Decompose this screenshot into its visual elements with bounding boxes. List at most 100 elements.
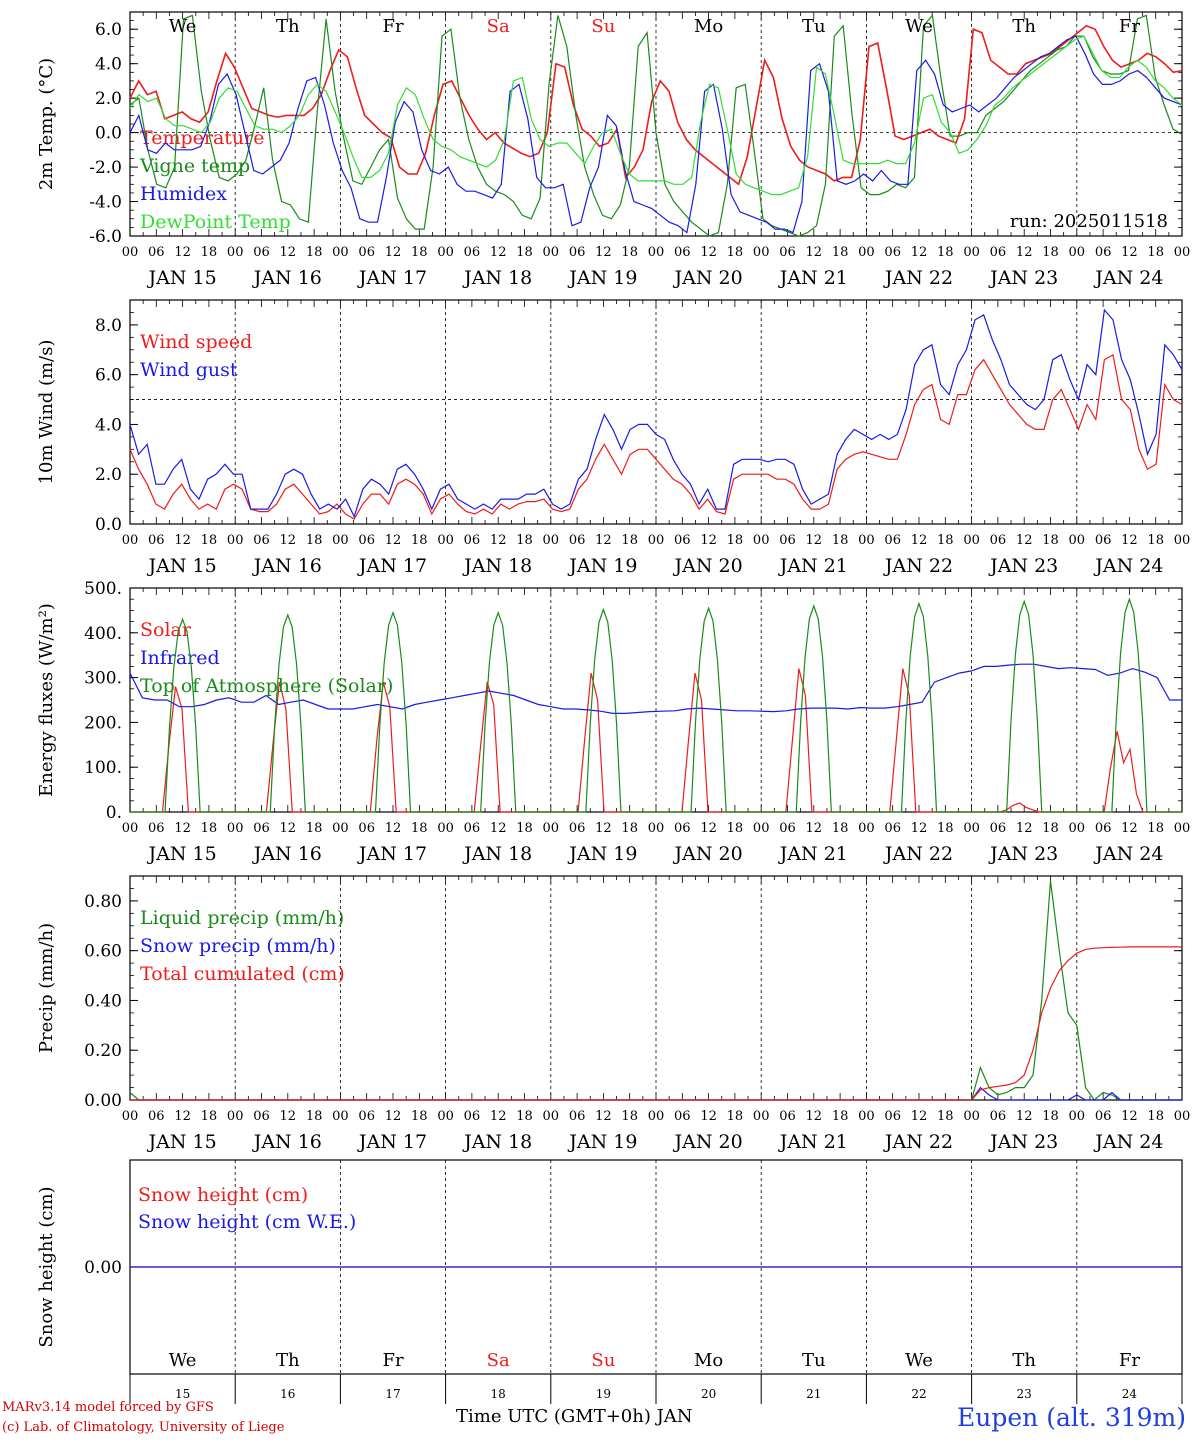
date-label: JAN 16	[252, 267, 322, 289]
date-label: JAN 21	[778, 1131, 848, 1153]
time-axis-title: Time UTC (GMT+0h) JAN	[456, 1406, 693, 1427]
hour-tick-label: 12	[700, 1109, 717, 1124]
hour-tick-label: 06	[884, 1109, 901, 1124]
hour-tick-label: 18	[1042, 1109, 1059, 1124]
hour-tick-label: 12	[806, 533, 823, 548]
hour-tick-label: 18	[411, 245, 428, 260]
day-number-label: 16	[280, 1387, 295, 1401]
hour-tick-label: 00	[648, 245, 665, 260]
date-label: JAN 22	[883, 555, 953, 577]
hour-tick-label: 06	[674, 245, 691, 260]
hour-tick-label: 06	[779, 1109, 796, 1124]
hour-tick-label: 00	[648, 533, 665, 548]
hour-tick-label: 18	[411, 533, 428, 548]
hour-tick-label: 18	[516, 1109, 533, 1124]
hour-tick-label: 18	[306, 821, 323, 836]
legend-entry: Total cumulated (cm)	[140, 963, 345, 985]
legend-entry: Infrared	[140, 647, 220, 669]
y-tick-label: 2.0	[95, 465, 122, 485]
hour-tick-label: 12	[806, 1109, 823, 1124]
hour-tick-label: 12	[595, 533, 612, 548]
series-line-wind-speed	[129, 353, 1183, 520]
hour-tick-label: 12	[1016, 1109, 1033, 1124]
hour-tick-label: 18	[937, 1109, 954, 1124]
hour-tick-label: 12	[280, 533, 297, 548]
hour-tick-label: 06	[569, 533, 586, 548]
y-tick-label: 100.	[84, 758, 122, 778]
hour-tick-label: 06	[779, 245, 796, 260]
y-tick-label: 0.0	[95, 515, 122, 535]
date-label: JAN 17	[357, 1131, 427, 1153]
hour-tick-label: 18	[1042, 821, 1059, 836]
hour-tick-label: 00	[227, 821, 244, 836]
hour-tick-label: 18	[1147, 1109, 1164, 1124]
hour-tick-label: 12	[1016, 533, 1033, 548]
hour-tick-label: 12	[911, 1109, 928, 1124]
hour-tick-label: 12	[911, 533, 928, 548]
hour-tick-label: 18	[621, 821, 638, 836]
hour-tick-label: 00	[122, 533, 139, 548]
hour-tick-label: 06	[569, 245, 586, 260]
hour-tick-label: 18	[937, 533, 954, 548]
legend-entry: Temperature	[140, 127, 264, 149]
day-number-label: 21	[806, 1387, 821, 1401]
date-label: JAN 21	[778, 555, 848, 577]
hour-tick-label: 00	[1174, 1109, 1191, 1124]
day-name-label: Th	[1012, 16, 1036, 37]
hour-tick-label: 12	[1121, 821, 1138, 836]
hour-tick-label: 12	[1121, 245, 1138, 260]
day-name-label: We	[169, 1350, 197, 1371]
y-tick-label: 0.00	[84, 1258, 122, 1278]
hour-tick-label: 00	[122, 821, 139, 836]
hour-tick-label: 00	[227, 245, 244, 260]
y-axis-label: Energy fluxes (W/m²)	[36, 603, 57, 797]
plot-frame-wind	[129, 299, 1183, 525]
y-tick-label: 4.0	[95, 55, 122, 75]
hour-tick-label: 06	[1095, 533, 1112, 548]
hour-tick-label: 00	[332, 245, 349, 260]
hour-tick-label: 12	[174, 821, 191, 836]
hour-tick-label: 06	[253, 1109, 270, 1124]
date-label: JAN 15	[147, 1131, 217, 1153]
date-label: JAN 20	[673, 843, 743, 865]
date-label: JAN 24	[1093, 1131, 1163, 1153]
hour-tick-label: 00	[543, 821, 560, 836]
lab-credit: (c) Lab. of Climatology, University of L…	[2, 1420, 285, 1435]
day-number-label: 18	[491, 1387, 506, 1401]
hour-tick-label: 12	[595, 1109, 612, 1124]
legend-entry: Liquid precip (mm/h)	[140, 907, 344, 929]
hour-tick-label: 00	[227, 1109, 244, 1124]
legend-entry: Wind speed	[140, 331, 252, 353]
hour-tick-label: 12	[174, 1109, 191, 1124]
day-number-label: 24	[1122, 1387, 1138, 1401]
date-label: JAN 15	[147, 267, 217, 289]
hour-tick-label: 12	[806, 821, 823, 836]
hour-tick-label: 06	[358, 1109, 375, 1124]
day-name-label: Su	[591, 1350, 615, 1371]
day-name-label: Sa	[487, 1350, 510, 1371]
hour-tick-label: 06	[148, 245, 165, 260]
y-tick-label: 300.	[84, 669, 122, 689]
date-label: JAN 17	[357, 555, 427, 577]
y-tick-label: 4.0	[95, 415, 122, 435]
hour-tick-label: 00	[753, 245, 770, 260]
date-label: JAN 16	[252, 1131, 322, 1153]
hour-tick-label: 06	[1095, 245, 1112, 260]
hour-tick-label: 18	[621, 1109, 638, 1124]
y-tick-label: 2.0	[95, 89, 122, 109]
hour-tick-label: 18	[201, 1109, 218, 1124]
hour-tick-label: 12	[700, 533, 717, 548]
hour-tick-label: 06	[253, 821, 270, 836]
date-label: JAN 16	[252, 843, 322, 865]
date-label: JAN 19	[567, 843, 637, 865]
hour-tick-label: 06	[148, 1109, 165, 1124]
hour-tick-label: 00	[963, 533, 980, 548]
y-tick-label: 400.	[84, 624, 122, 644]
hour-tick-label: 00	[332, 1109, 349, 1124]
hour-tick-label: 12	[911, 245, 928, 260]
legend-entry: Snow height (cm)	[138, 1184, 308, 1206]
day-number-label: 22	[911, 1387, 926, 1401]
day-name-label: Tu	[802, 16, 826, 37]
hour-tick-label: 12	[700, 245, 717, 260]
hour-tick-label: 12	[595, 821, 612, 836]
